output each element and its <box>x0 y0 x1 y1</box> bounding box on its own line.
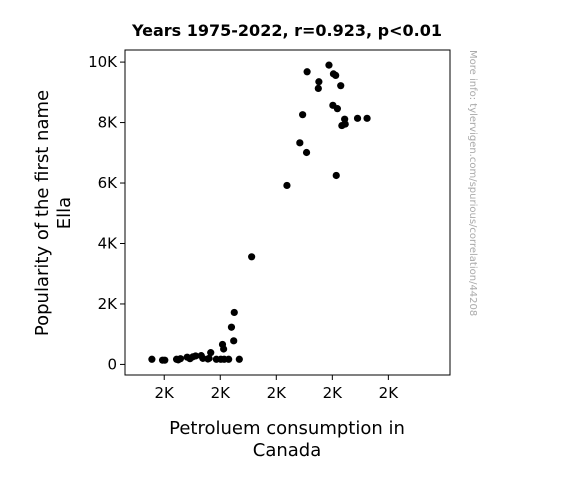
plot-frame <box>124 49 451 376</box>
data-point <box>227 323 236 331</box>
data-point <box>192 352 200 360</box>
x-axis-label-line-2: Canada <box>253 440 322 461</box>
chart-title: Years 1975-2022, r=0.923, p<0.01 <box>131 21 442 40</box>
y-tick-label: 6K <box>98 174 119 192</box>
y-axis-label-line-2: Ella <box>54 197 75 229</box>
data-point <box>230 308 238 317</box>
y-tick-label: 2K <box>98 295 119 313</box>
y-tick-label: 8K <box>98 114 119 132</box>
data-point <box>207 349 215 357</box>
data-point <box>296 139 304 147</box>
data-point <box>333 105 341 113</box>
x-tick-label: 2K <box>267 384 288 402</box>
data-point <box>235 355 243 363</box>
data-point <box>303 68 311 76</box>
data-point <box>205 354 213 362</box>
x-tick-label: 2K <box>323 384 344 402</box>
data-point <box>283 181 291 190</box>
data-point <box>248 253 256 261</box>
data-points <box>148 61 371 364</box>
y-axis-label-line-1: Popularity of the first name <box>32 90 53 336</box>
data-point <box>220 345 228 353</box>
source-watermark: More info: tylervigen.com/spurious/corre… <box>467 50 478 316</box>
x-axis-label: Petroluem consumption in Canada <box>169 418 405 461</box>
data-point <box>176 355 185 363</box>
x-axis-ticks: 2K 2K 2K 2K 2K <box>155 375 400 402</box>
data-point <box>225 355 233 363</box>
data-point <box>332 71 340 79</box>
data-point <box>353 114 362 122</box>
data-point <box>325 61 333 69</box>
data-point <box>230 337 238 345</box>
data-point <box>148 355 156 363</box>
data-point <box>161 356 169 364</box>
data-point <box>337 82 345 90</box>
data-point <box>341 120 349 128</box>
x-axis-label-line-1: Petroluem consumption in <box>169 418 405 439</box>
y-tick-label: 10K <box>88 53 118 71</box>
plot-area: 2K 2K 2K 2K 2K 0 2K 4K 6K 8K 10K <box>88 49 451 402</box>
x-tick-label: 2K <box>379 384 400 402</box>
data-point <box>332 171 340 180</box>
x-tick-label: 2K <box>211 384 232 402</box>
y-tick-label: 0 <box>107 355 117 373</box>
y-axis-ticks: 0 2K 4K 6K 8K 10K <box>88 53 125 373</box>
data-point <box>363 114 371 122</box>
data-point <box>302 148 311 157</box>
x-tick-label: 2K <box>155 384 176 402</box>
data-point <box>315 78 323 86</box>
data-point <box>299 111 307 119</box>
y-tick-label: 4K <box>98 234 119 252</box>
data-point <box>314 84 322 92</box>
y-axis-label: Popularity of the first name Ella <box>32 90 75 336</box>
